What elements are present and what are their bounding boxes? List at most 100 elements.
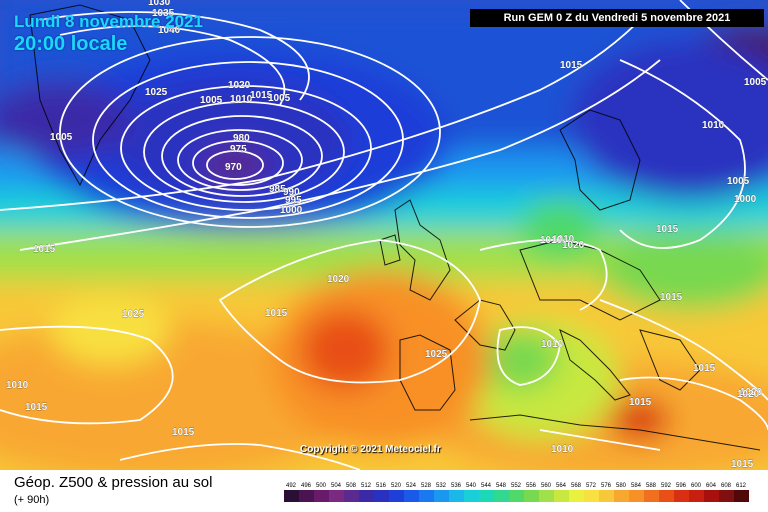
scale-tick-label: 612	[736, 483, 747, 489]
bottom-panel: Géop. Z500 & pression au sol (+ 90h) 492…	[0, 470, 768, 512]
run-info-banner: Run GEM 0 Z du Vendredi 5 novembre 2021	[470, 9, 764, 27]
isobar-label: 1010	[541, 339, 564, 350]
scale-swatch	[554, 490, 569, 502]
scale-swatch	[464, 490, 479, 502]
isobar-label: 1020	[737, 389, 760, 400]
scale-swatch	[689, 490, 704, 502]
map-canvas: 1035 1040 1030 1025 1005 1020 1010 1015 …	[0, 0, 768, 470]
scale-swatch	[494, 490, 509, 502]
scale-tick-label: 544	[481, 483, 492, 489]
isobar-label: 1015	[660, 292, 683, 303]
scale-swatch	[734, 490, 749, 502]
scale-tick-label: 580	[616, 483, 627, 489]
color-scale-legend: 492 496 500 504 508 512 516 520 524 528 532 536 540 5…	[284, 483, 749, 502]
scale-swatch	[719, 490, 734, 502]
isobar-label: 1040	[158, 25, 181, 36]
scale-tick-label: 588	[646, 483, 657, 489]
isobar-label: 970	[225, 162, 242, 173]
isobar-label: 1025	[425, 349, 448, 360]
scale-swatch	[284, 490, 299, 502]
isobar-label: 1010	[540, 235, 563, 246]
isobar-label: 980	[233, 133, 250, 144]
coastlines	[29, 4, 761, 451]
isobar-label: 1015	[25, 402, 48, 413]
isobar-label: 1000	[734, 194, 757, 205]
scale-swatch	[329, 490, 344, 502]
scale-tick-label: 556	[526, 483, 537, 489]
isobar-label: 1000	[280, 205, 303, 216]
scale-swatch	[614, 490, 629, 502]
scale-swatch	[359, 490, 374, 502]
scale-swatch	[539, 490, 554, 502]
copyright-notice: Copyright © 2021 Meteociel.fr	[300, 444, 441, 455]
isobar-label: 990	[283, 187, 300, 198]
isobar-label: 1015	[265, 308, 288, 319]
scale-tick-label: 552	[511, 483, 522, 489]
scale-tick-label: 520	[391, 483, 402, 489]
isobar-label: 1020	[740, 387, 763, 398]
scale-tick-label: 592	[661, 483, 672, 489]
scale-tick-label: 596	[676, 483, 687, 489]
scale-tick-label: 524	[406, 483, 417, 489]
scale-tick-label: 504	[331, 483, 342, 489]
scale-swatch	[599, 490, 614, 502]
scale-tick-label: 564	[556, 483, 567, 489]
scale-tick-label: 516	[376, 483, 387, 489]
scale-tick-label: 532	[436, 483, 447, 489]
scale-tick-label: 568	[571, 483, 582, 489]
isobar-label: 1015	[172, 427, 195, 438]
isobar-labels: 1035 1040 1030 1025 1005 1020 1010 1015 …	[6, 0, 767, 470]
isobar-label: 1010	[6, 380, 29, 391]
isobar-label: 1015	[629, 397, 652, 408]
scale-swatch	[674, 490, 689, 502]
isobar-label: 1015	[656, 224, 679, 235]
scale-tick-label: 572	[586, 483, 597, 489]
scale-swatch	[449, 490, 464, 502]
scale-tick-label: 496	[301, 483, 312, 489]
scale-swatch	[374, 490, 389, 502]
valid-time: 20:00 locale	[14, 33, 128, 55]
isobar-label: 1005	[727, 176, 750, 187]
scale-swatch	[299, 490, 314, 502]
valid-date: Lundi 8 novembre 2021	[14, 12, 203, 31]
scale-swatch	[659, 490, 674, 502]
scale-tick-label: 584	[631, 483, 642, 489]
isobar-label: 1030	[148, 0, 171, 8]
isobar-label: 1025	[122, 309, 145, 320]
scale-swatch	[389, 490, 404, 502]
scale-swatch	[479, 490, 494, 502]
isobar-label: 975	[230, 144, 247, 155]
isobar-label: 1005	[200, 95, 223, 106]
isobar-label: 1015	[731, 459, 754, 470]
scale-tick-label: 500	[316, 483, 327, 489]
isobar-label: 1010	[702, 120, 725, 131]
isobar-label: 1020	[327, 274, 350, 285]
scale-swatch	[644, 490, 659, 502]
scale-swatch	[419, 490, 434, 502]
isobar-label: 1010	[552, 234, 575, 245]
forecast-range: (+ 90h)	[14, 494, 50, 506]
isobars	[0, 0, 768, 470]
scale-tick-label: 492	[286, 483, 297, 489]
scale-swatch	[344, 490, 359, 502]
isobar-label: 1025	[145, 87, 168, 98]
scale-tick-label: 540	[466, 483, 477, 489]
isobar-label: 1010	[230, 94, 253, 105]
isobar-label: 1020	[228, 80, 251, 91]
scale-tick-label: 536	[451, 483, 462, 489]
isobar-label: 1010	[551, 444, 574, 455]
scale-swatch	[629, 490, 644, 502]
scale-swatch	[524, 490, 539, 502]
scale-swatch	[584, 490, 599, 502]
isobar-label: 1005	[268, 93, 291, 104]
scale-tick-label: 528	[421, 483, 432, 489]
scale-swatch	[404, 490, 419, 502]
scale-swatch	[314, 490, 329, 502]
scale-swatch	[434, 490, 449, 502]
isobar-label: 1005	[744, 77, 767, 88]
scale-tick-label: 508	[346, 483, 357, 489]
isobar-label: 985	[269, 184, 286, 195]
isobar-label: 995	[285, 195, 302, 206]
weather-map: 1035 1040 1030 1025 1005 1020 1010 1015 …	[0, 0, 768, 470]
scale-swatch	[704, 490, 719, 502]
